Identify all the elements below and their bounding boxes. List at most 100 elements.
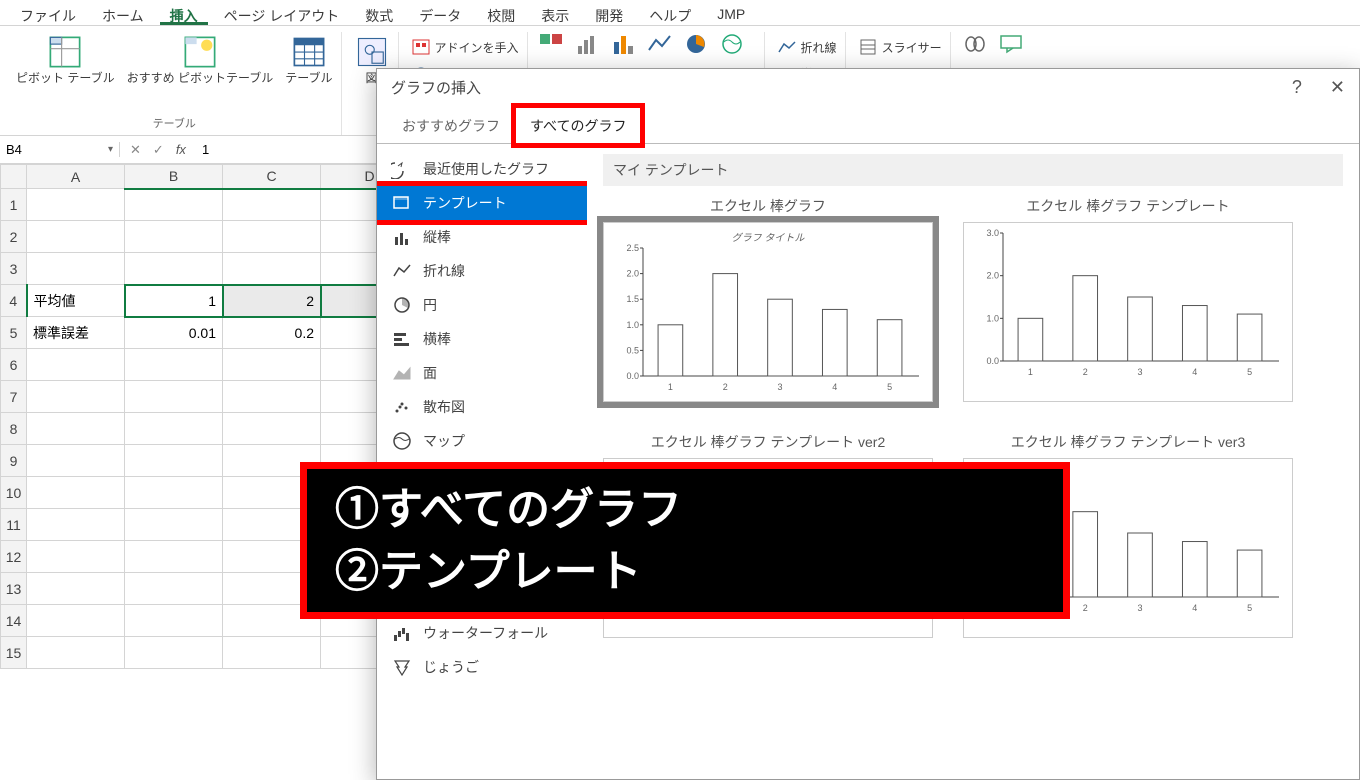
row-header-4[interactable]: 4 (1, 285, 27, 317)
get-addins-button[interactable]: アドインを手入 (409, 36, 521, 58)
pie-chart-button[interactable] (682, 32, 710, 59)
cell-1-B[interactable] (125, 189, 223, 221)
cell-8-C[interactable] (223, 413, 321, 445)
cell-1-A[interactable] (27, 189, 125, 221)
accept-icon[interactable]: ✓ (153, 142, 164, 158)
cell-7-A[interactable] (27, 381, 125, 413)
cell-13-B[interactable] (125, 573, 223, 605)
chart-type-7[interactable]: 散布図 (377, 390, 587, 424)
cell-3-C[interactable] (223, 253, 321, 285)
row-header-3[interactable]: 3 (1, 253, 27, 285)
cell-6-B[interactable] (125, 349, 223, 381)
dialog-tab-1[interactable]: すべてのグラフ (515, 107, 641, 144)
cell-5-B[interactable]: 0.01 (125, 317, 223, 349)
cancel-icon[interactable]: ✕ (130, 142, 141, 158)
row-header-2[interactable]: 2 (1, 221, 27, 253)
rec-chart-button[interactable] (574, 32, 602, 59)
sparkline-line-button[interactable]: 折れ線 (775, 36, 839, 58)
dialog-tab-0[interactable]: おすすめグラフ (387, 107, 515, 144)
chart-type-2[interactable]: 縦棒 (377, 220, 587, 254)
ribbon-tab-8[interactable]: 開発 (585, 4, 633, 25)
chart-type-5[interactable]: 横棒 (377, 322, 587, 356)
row-header-11[interactable]: 11 (1, 509, 27, 541)
cell-4-B[interactable]: 1 (125, 285, 223, 317)
ribbon-tab-1[interactable]: ホーム (92, 4, 154, 25)
cell-14-A[interactable] (27, 605, 125, 637)
chart-type-14[interactable]: ウォーターフォール (377, 616, 587, 650)
ribbon-tab-2[interactable]: 挿入 (160, 4, 208, 25)
cell-15-B[interactable] (125, 637, 223, 669)
cell-1-C[interactable] (223, 189, 321, 221)
cell-2-B[interactable] (125, 221, 223, 253)
cell-4-C[interactable]: 2 (223, 285, 321, 317)
pivot-table-button[interactable]: ピボット テーブル (14, 32, 117, 87)
row-header-12[interactable]: 12 (1, 541, 27, 573)
chart-type-6[interactable]: 面 (377, 356, 587, 390)
ribbon-tab-3[interactable]: ページ レイアウト (214, 4, 350, 25)
cell-11-A[interactable] (27, 509, 125, 541)
row-header-13[interactable]: 13 (1, 573, 27, 605)
comment-button[interactable] (997, 32, 1025, 59)
cell-11-B[interactable] (125, 509, 223, 541)
cell-5-A[interactable]: 標準誤差 (27, 317, 125, 349)
cell-3-A[interactable] (27, 253, 125, 285)
cell-9-B[interactable] (125, 445, 223, 477)
cell-3-B[interactable] (125, 253, 223, 285)
cell-12-A[interactable] (27, 541, 125, 573)
col-header-A[interactable]: A (27, 165, 125, 189)
cell-6-C[interactable] (223, 349, 321, 381)
ribbon-tab-10[interactable]: JMP (707, 4, 755, 25)
line-chart-button[interactable] (646, 32, 674, 59)
chart-type-4[interactable]: 円 (377, 288, 587, 322)
col-header-B[interactable]: B (125, 165, 223, 189)
col-chart-button[interactable] (610, 32, 638, 59)
cell-10-B[interactable] (125, 477, 223, 509)
ribbon-tab-7[interactable]: 表示 (531, 4, 579, 25)
cell-8-A[interactable] (27, 413, 125, 445)
cell-2-A[interactable] (27, 221, 125, 253)
cell-13-A[interactable] (27, 573, 125, 605)
ribbon-tab-9[interactable]: ヘルプ (639, 4, 701, 25)
cell-8-B[interactable] (125, 413, 223, 445)
chart-type-0[interactable]: 最近使用したグラフ (377, 152, 587, 186)
cell-10-A[interactable] (27, 477, 125, 509)
ribbon-tab-5[interactable]: データ (409, 4, 471, 25)
link-button[interactable] (961, 32, 989, 59)
row-header-6[interactable]: 6 (1, 349, 27, 381)
chart-type-8[interactable]: マップ (377, 424, 587, 458)
row-header-1[interactable]: 1 (1, 189, 27, 221)
template-thumb-0[interactable]: エクセル 棒グラフ グラフ タイトル 0.00.51.01.52.02.5123… (603, 196, 933, 402)
name-box-dropdown-icon[interactable]: ▾ (108, 144, 113, 155)
row-header-10[interactable]: 10 (1, 477, 27, 509)
name-box[interactable]: B4 ▾ (0, 142, 120, 157)
template-thumb-1[interactable]: エクセル 棒グラフ テンプレート 0.01.02.03.012345 (963, 196, 1293, 402)
cell-7-B[interactable] (125, 381, 223, 413)
cell-2-C[interactable] (223, 221, 321, 253)
cell-9-A[interactable] (27, 445, 125, 477)
ribbon-tab-4[interactable]: 数式 (355, 4, 403, 25)
col-header-C[interactable]: C (223, 165, 321, 189)
cell-15-A[interactable] (27, 637, 125, 669)
row-header-8[interactable]: 8 (1, 413, 27, 445)
fx-icon[interactable]: fx (176, 142, 186, 158)
ribbon-tab-6[interactable]: 校閲 (477, 4, 525, 25)
row-header-7[interactable]: 7 (1, 381, 27, 413)
row-header-15[interactable]: 15 (1, 637, 27, 669)
chart-type-15[interactable]: じょうご (377, 650, 587, 684)
cell-15-C[interactable] (223, 637, 321, 669)
row-header-9[interactable]: 9 (1, 445, 27, 477)
cell-7-C[interactable] (223, 381, 321, 413)
chart-type-1[interactable]: テンプレート (377, 186, 587, 220)
table-button[interactable]: テーブル (283, 32, 334, 87)
row-header-14[interactable]: 14 (1, 605, 27, 637)
cell-4-A[interactable]: 平均値 (27, 285, 125, 317)
cell-12-B[interactable] (125, 541, 223, 573)
ribbon-tab-0[interactable]: ファイル (10, 4, 86, 25)
map-chart-button[interactable] (718, 32, 746, 59)
recommended-pivot-button[interactable]: おすすめ ピボットテーブル (125, 32, 276, 87)
slicer-button[interactable]: スライサー (856, 36, 944, 58)
cell-14-B[interactable] (125, 605, 223, 637)
close-icon[interactable]: ✕ (1330, 77, 1345, 98)
row-header-5[interactable]: 5 (1, 317, 27, 349)
help-icon[interactable]: ? (1292, 77, 1302, 98)
